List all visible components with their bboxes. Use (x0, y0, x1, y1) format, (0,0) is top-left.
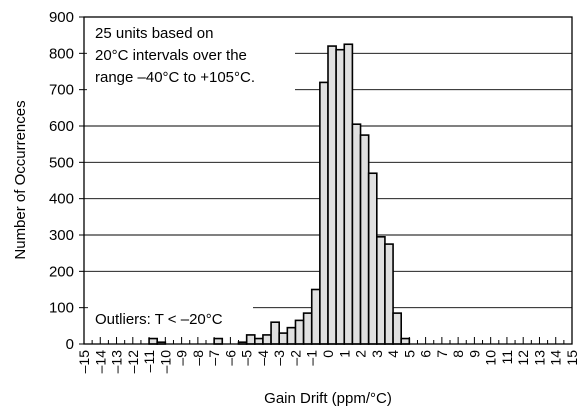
x-tick-label: –14 (92, 350, 108, 374)
histogram-bar (384, 243, 394, 345)
note-line-3: range –40°C to +105°C. (95, 69, 255, 86)
y-tick-label: 700 (49, 82, 74, 99)
y-tick-label: 100 (49, 300, 74, 317)
histogram-bar (254, 337, 264, 345)
y-tick-label: 400 (49, 191, 74, 208)
x-tick-label: –8 (190, 350, 206, 366)
histogram-bar (245, 334, 256, 345)
x-tick-label: 15 (564, 350, 577, 366)
x-tick-label: 9 (466, 350, 482, 358)
histogram-bar (213, 337, 224, 345)
y-tick-label: 600 (49, 118, 74, 135)
x-tick-label: –10 (157, 350, 173, 374)
x-tick-label: 3 (369, 350, 385, 358)
x-tick-label: 11 (499, 350, 515, 365)
x-tick-label: –3 (271, 350, 287, 366)
y-tick-label: 900 (49, 9, 74, 26)
x-tick-label: –1 (304, 350, 320, 366)
histogram-bar (400, 337, 411, 345)
y-axis: 0 100 200 300 400 500 600 700 800 900 (49, 9, 84, 353)
histogram-bar (302, 312, 313, 345)
x-tick-label: 6 (418, 350, 434, 358)
y-tick-label: 300 (49, 227, 74, 244)
x-tick-label: 1 (336, 350, 352, 358)
histogram-bar (278, 332, 289, 345)
histogram-bar (392, 312, 403, 345)
histogram-bar (359, 134, 370, 345)
histogram-bar (319, 81, 329, 345)
x-tick-label: 7 (434, 350, 450, 358)
note-box: 25 units based on 20°C intervals over th… (87, 20, 295, 97)
histogram-bar (327, 45, 337, 345)
x-tick-label: –4 (255, 350, 271, 366)
x-tick-label: 12 (515, 350, 531, 366)
x-tick-label: –11 (141, 350, 157, 373)
y-tick-label: 500 (49, 154, 74, 171)
x-tick-label: 2 (353, 350, 369, 358)
histogram-bar (148, 337, 158, 345)
x-tick-label: –5 (239, 350, 255, 366)
histogram-bar (286, 326, 297, 345)
x-tick-label: –12 (125, 350, 141, 374)
x-tick-label: –2 (287, 350, 303, 366)
y-tick-label: 0 (66, 336, 74, 353)
x-axis: –15 –14 –13 –12 –11 –10 –9 –8 –7 –6 –5 –4 –3 –2 –1 0 1 2 3… (76, 337, 577, 373)
x-axis-title: Gain Drift (ppm/°C) (264, 390, 392, 407)
x-tick-label: –9 (174, 350, 190, 366)
histogram-bar (335, 48, 346, 345)
histogram-bar (343, 43, 354, 345)
x-tick-label: –13 (109, 350, 125, 374)
y-tick-label: 800 (49, 45, 74, 62)
x-tick-label: 5 (401, 350, 417, 358)
x-tick-label: 8 (450, 350, 466, 358)
histogram-bar (375, 236, 386, 345)
histogram-bar (262, 334, 272, 345)
y-tick-label: 200 (49, 263, 74, 280)
histogram-bar (310, 288, 321, 345)
x-tick-label: –7 (206, 350, 222, 366)
x-tick-label: 4 (385, 350, 401, 358)
histogram-bar (351, 123, 362, 345)
x-tick-label: 14 (548, 350, 564, 366)
outliers-label: Outliers: T < –20°C (95, 311, 223, 328)
note-line-2: 20°C intervals over the (95, 47, 247, 64)
outliers-box-background (88, 306, 253, 330)
note-box-background (87, 20, 295, 97)
histogram-bar (294, 319, 305, 345)
note-line-1: 25 units based on (95, 25, 213, 42)
outliers-box: Outliers: T < –20°C (88, 306, 253, 330)
x-tick-label: 13 (531, 350, 547, 366)
histogram-bar (270, 321, 281, 345)
x-tick-label: 0 (320, 350, 336, 358)
x-tick-label: –6 (222, 350, 238, 366)
y-axis-title: Number of Occurrences (12, 100, 29, 259)
x-tick-label: 10 (483, 350, 499, 366)
histogram-bar (367, 172, 378, 345)
x-tick-label: –15 (76, 350, 92, 374)
